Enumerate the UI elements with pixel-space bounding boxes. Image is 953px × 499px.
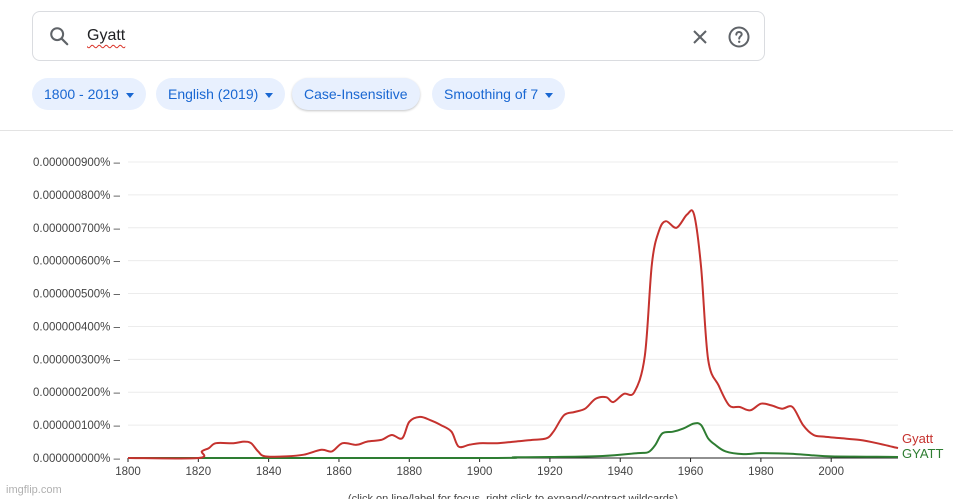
x-tick-label: 1800: [115, 466, 141, 478]
x-tick-label: 1820: [186, 466, 212, 478]
chevron-down-icon: [125, 92, 134, 98]
year-range-dropdown[interactable]: 1800 - 2019: [32, 78, 146, 110]
y-tick-label: 0.000000000% –: [33, 453, 121, 465]
x-tick-label: 1940: [607, 466, 633, 478]
search-bar[interactable]: Gyatt: [32, 11, 765, 61]
close-icon[interactable]: [688, 25, 712, 49]
series-label: GYATT: [902, 446, 943, 461]
y-tick-label: 0.000000300% –: [33, 354, 121, 366]
y-tick-label: 0.000000800% –: [33, 190, 121, 202]
series-line-gyatt: [127, 209, 899, 460]
chevron-down-icon: [265, 92, 274, 98]
divider: [0, 130, 953, 131]
series-line-gyatt-upper: [127, 422, 899, 460]
x-tick-label: 1860: [326, 466, 352, 478]
y-tick-label: 0.000000100% –: [33, 420, 121, 432]
x-tick-label: 1920: [537, 466, 563, 478]
chart-hint-text: (click on line/label for focus, right cl…: [348, 493, 678, 499]
search-icon: [50, 27, 69, 46]
y-tick-label: 0.000000200% –: [33, 387, 121, 399]
x-tick-label: 2000: [818, 466, 844, 478]
watermark: imgflip.com: [6, 484, 62, 496]
smoothing-label: Smoothing of 7: [444, 86, 539, 102]
y-tick-label: 0.000000900% –: [33, 157, 121, 169]
y-tick-label: 0.000000600% –: [33, 256, 121, 268]
y-tick-label: 0.000000700% –: [33, 223, 121, 235]
y-tick-label: 0.000000500% –: [33, 289, 121, 301]
x-tick-label: 1980: [748, 466, 774, 478]
x-tick-label: 1880: [396, 466, 422, 478]
case-insensitive-label: Case-Insensitive: [304, 86, 408, 102]
corpus-label: English (2019): [168, 86, 259, 102]
smoothing-dropdown[interactable]: Smoothing of 7: [432, 78, 566, 110]
chevron-down-icon: [545, 92, 554, 98]
search-input[interactable]: Gyatt: [87, 27, 126, 44]
help-circle-icon[interactable]: [727, 25, 751, 49]
x-tick-label: 1840: [256, 466, 282, 478]
x-tick-label: 1900: [467, 466, 493, 478]
x-tick-label: 1960: [678, 466, 704, 478]
series-label: Gyatt: [902, 431, 933, 446]
ngram-chart: 0.000000000% – 0.000000100% – 0.000000200%…: [33, 157, 943, 499]
corpus-dropdown[interactable]: English (2019): [156, 78, 286, 110]
y-tick-label: 0.000000400% –: [33, 321, 121, 333]
year-range-label: 1800 - 2019: [44, 86, 119, 102]
case-insensitive-toggle[interactable]: Case-Insensitive: [292, 78, 420, 110]
